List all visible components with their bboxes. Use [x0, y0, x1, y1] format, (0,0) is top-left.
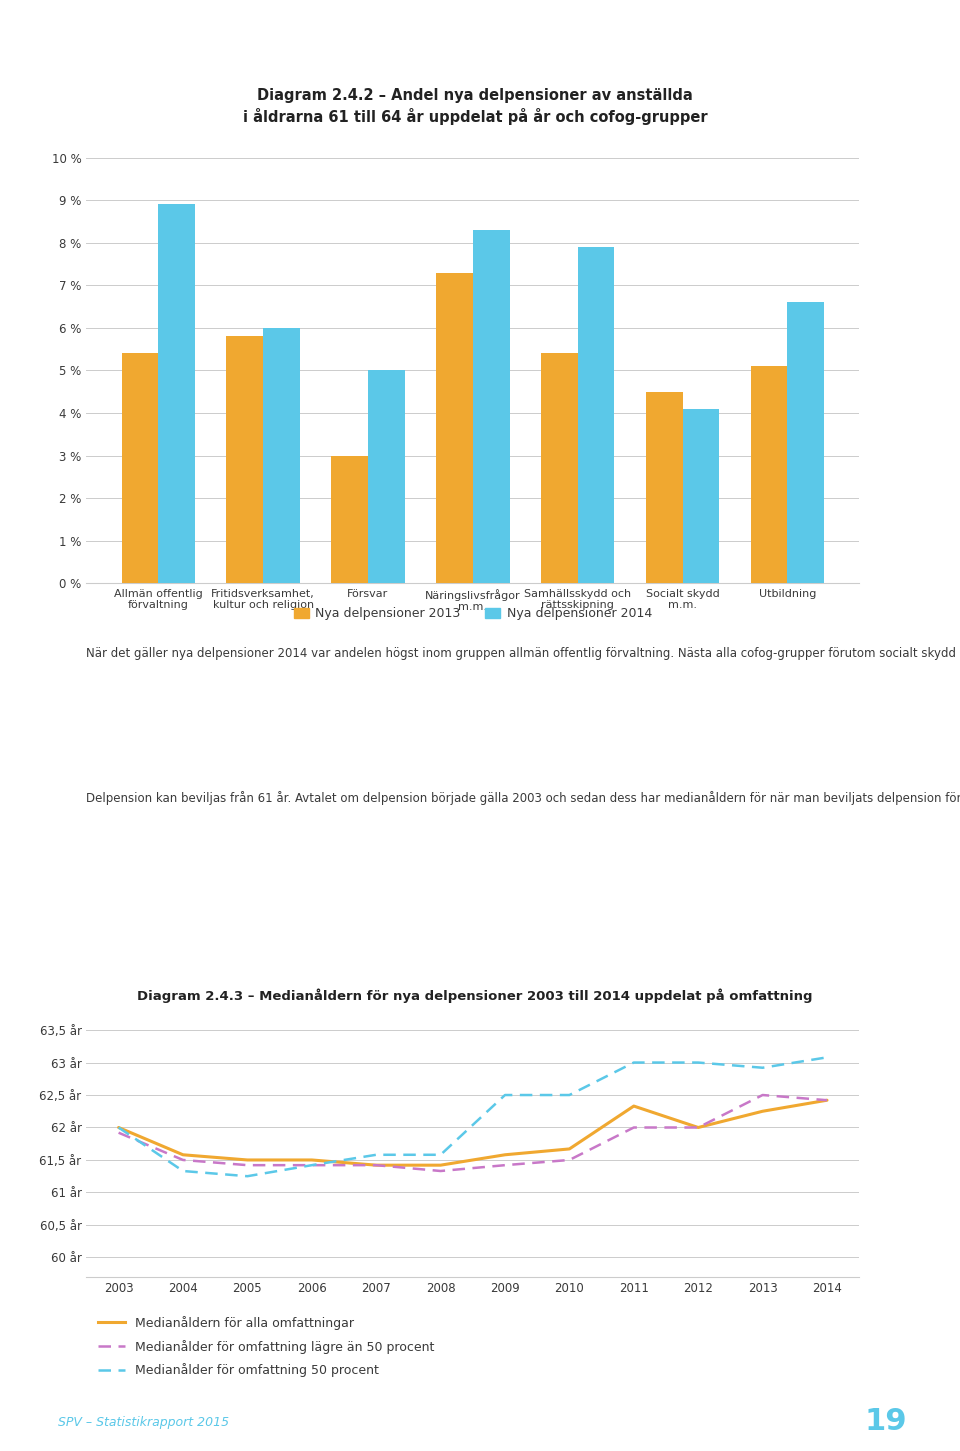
- Bar: [227, 337, 263, 583]
- Bar: [787, 302, 824, 583]
- Bar: [158, 205, 195, 583]
- Text: När det gäller nya delpensioner 2014 var andelen högst inom gruppen allmän offen: När det gäller nya delpensioner 2014 var…: [86, 646, 960, 660]
- Text: Nybeviljade pensioner: Nybeviljade pensioner: [906, 248, 920, 398]
- Bar: [436, 273, 473, 583]
- Bar: [122, 354, 158, 583]
- Text: Diagram 2.4.3 – Medianåldern för nya delpensioner 2003 till 2014 uppdelat på omf: Diagram 2.4.3 – Medianåldern för nya del…: [137, 988, 813, 1003]
- Legend: Nya delpensioner 2013, Nya delpensioner 2014: Nya delpensioner 2013, Nya delpensioner …: [289, 602, 657, 625]
- Bar: [263, 328, 300, 583]
- Legend: Medianåldern för alla omfattningar, Medianålder för omfattning lägre än 50 proce: Medianåldern för alla omfattningar, Medi…: [93, 1310, 440, 1383]
- Bar: [331, 456, 368, 583]
- Text: 19: 19: [865, 1407, 907, 1436]
- Text: SPV – Statistikrapport 2015: SPV – Statistikrapport 2015: [58, 1416, 228, 1429]
- Bar: [368, 370, 405, 583]
- Text: i åldrarna 61 till 64 år uppdelat på år och cofog-grupper: i åldrarna 61 till 64 år uppdelat på år …: [243, 107, 708, 125]
- Bar: [683, 409, 719, 583]
- Text: Delpension kan beviljas från 61 år. Avtalet om delpension började gälla 2003 och: Delpension kan beviljas från 61 år. Avta…: [86, 791, 960, 805]
- Bar: [646, 392, 683, 583]
- Bar: [473, 231, 510, 583]
- Text: Diagram 2.4.2 – Andel nya delpensioner av anställda: Diagram 2.4.2 – Andel nya delpensioner a…: [257, 89, 693, 103]
- Bar: [540, 354, 578, 583]
- Bar: [578, 247, 614, 583]
- Bar: [751, 366, 787, 583]
